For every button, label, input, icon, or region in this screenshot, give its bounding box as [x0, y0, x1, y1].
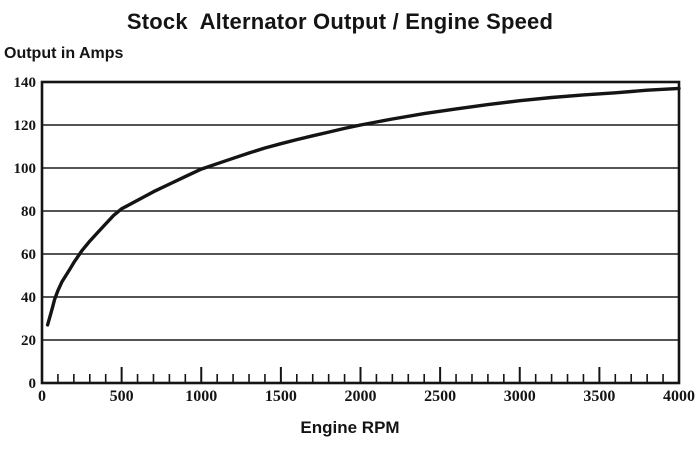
x-axis-label: Engine RPM [300, 418, 400, 437]
y-tick-label-140: 140 [14, 75, 37, 91]
x-tick-label-2000: 2000 [345, 388, 377, 405]
y-tick-label-40: 40 [21, 290, 36, 306]
y-axis-label: Output in Amps [4, 45, 124, 62]
x-tick-label-500: 500 [110, 388, 134, 405]
x-tick-label-0: 0 [38, 388, 46, 405]
x-tick-label-3500: 3500 [583, 388, 615, 405]
x-tick-label-1500: 1500 [265, 388, 297, 405]
x-tick-label-4000: 4000 [663, 388, 695, 405]
x-tick-label-3000: 3000 [504, 388, 536, 405]
y-tick-label-120: 120 [14, 118, 37, 134]
chart-title: Stock Alternator Output / Engine Speed [126, 9, 554, 34]
y-tick-label-20: 20 [21, 333, 36, 349]
x-tick-label-1000: 1000 [185, 388, 217, 405]
output-curve [45, 86, 681, 327]
x-tick-label-2500: 2500 [424, 388, 456, 405]
y-tick-label-80: 80 [21, 204, 36, 220]
y-tick-label-0: 0 [29, 376, 37, 392]
y-tick-label-60: 60 [21, 247, 36, 263]
y-tick-label-100: 100 [14, 161, 37, 177]
plot-border [40, 80, 681, 385]
